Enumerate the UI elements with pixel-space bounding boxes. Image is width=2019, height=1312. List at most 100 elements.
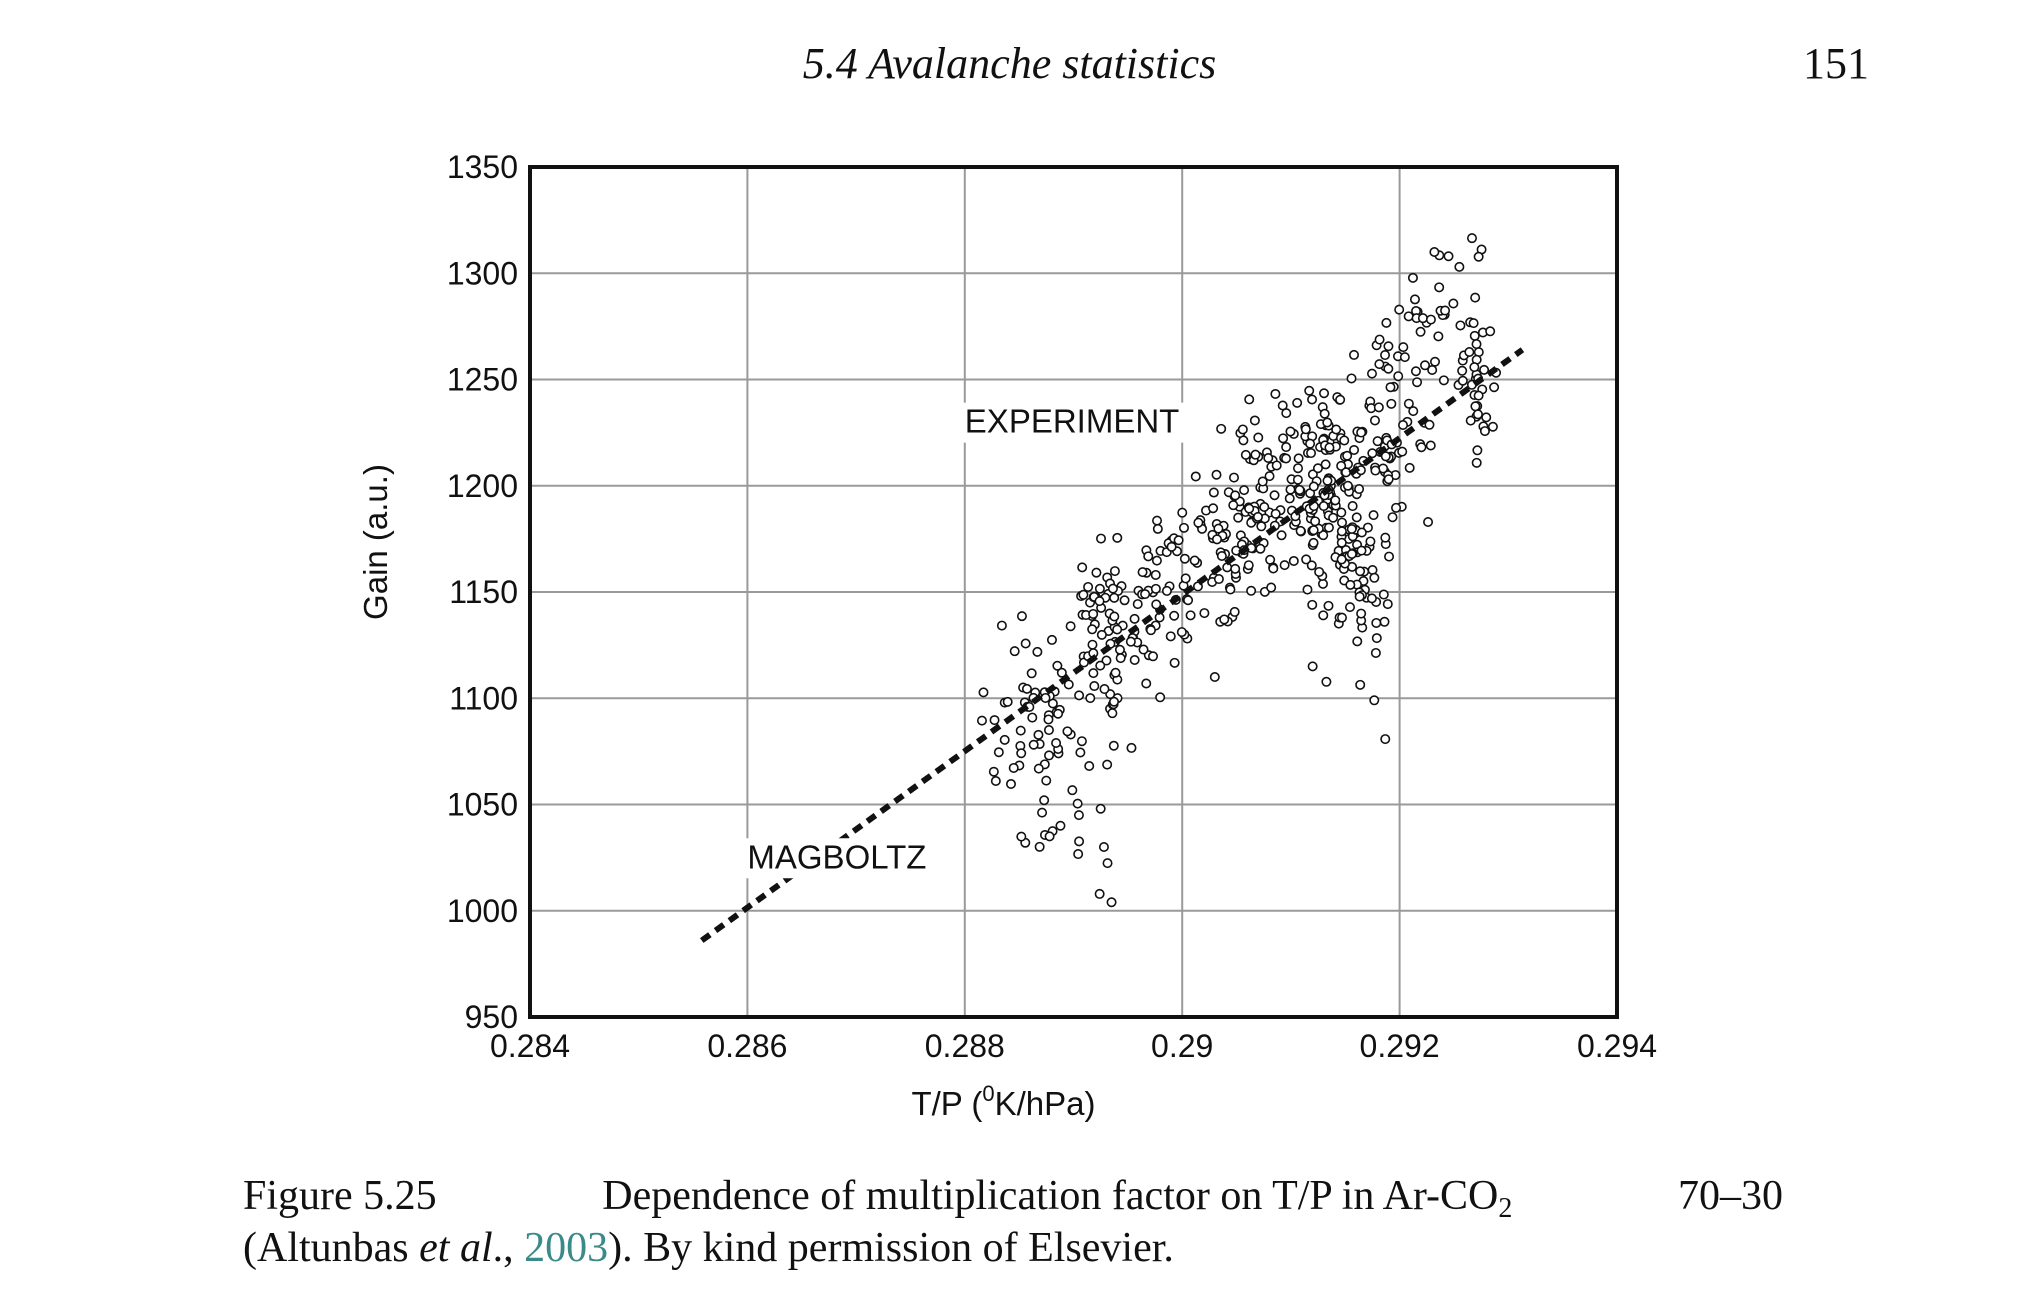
data-point	[1110, 667, 1121, 678]
data-point	[1132, 599, 1143, 610]
data-point	[1107, 583, 1118, 594]
data-point	[1062, 726, 1073, 737]
data-point	[1320, 459, 1331, 470]
data-point	[1415, 326, 1426, 337]
data-point	[1306, 448, 1317, 459]
citation-link[interactable]: 2003	[524, 1225, 609, 1271]
data-point	[1112, 532, 1123, 543]
data-point	[1300, 424, 1311, 435]
data-point	[1109, 566, 1120, 577]
magboltz-dashed-line	[699, 347, 1525, 943]
figure-5-25: 0.284 0.286 0.288 0.29 0.292 0.294 950 1000 105…	[360, 140, 1670, 1140]
x-tick-label: 0.288	[925, 1028, 1005, 1064]
data-point	[1109, 696, 1120, 707]
data-point	[1115, 653, 1126, 664]
data-point	[1345, 579, 1356, 590]
data-point	[1143, 551, 1154, 562]
data-point	[1284, 493, 1295, 504]
data-point	[1078, 589, 1089, 600]
data-point	[1067, 785, 1078, 796]
data-point	[1470, 292, 1481, 303]
data-point	[1387, 512, 1398, 523]
data-point	[1026, 668, 1037, 679]
data-point	[1098, 841, 1109, 852]
data-point	[1044, 750, 1055, 761]
data-point	[1464, 347, 1475, 358]
data-point	[1466, 233, 1477, 244]
data-point	[1237, 424, 1248, 435]
data-point	[1342, 480, 1353, 491]
data-point	[1307, 661, 1318, 672]
data-point	[1161, 585, 1172, 596]
data-point	[1430, 356, 1441, 367]
data-point	[1043, 714, 1054, 725]
data-point	[1039, 795, 1050, 806]
data-point	[1125, 636, 1136, 647]
data-point	[1366, 593, 1377, 604]
data-point	[1440, 305, 1451, 316]
data-point	[1403, 398, 1414, 409]
data-point	[1410, 366, 1421, 377]
data-point	[1318, 530, 1329, 541]
data-point	[1244, 503, 1255, 514]
data-point	[1276, 530, 1287, 541]
data-point	[1307, 599, 1318, 610]
data-point	[1349, 349, 1360, 360]
data-point	[1150, 569, 1161, 580]
data-point	[1040, 692, 1051, 703]
data-point	[1085, 693, 1096, 704]
data-point	[1112, 624, 1123, 635]
data-point	[1252, 511, 1263, 522]
data-point	[1295, 525, 1306, 536]
data-point	[1020, 638, 1031, 649]
data-point	[1065, 621, 1076, 632]
data-point	[1352, 636, 1363, 647]
y-tick-label: 1300	[447, 255, 518, 291]
data-point	[1380, 350, 1391, 361]
data-point	[1239, 485, 1250, 496]
data-point	[1374, 334, 1385, 345]
data-point	[1208, 503, 1219, 514]
data-point	[1151, 555, 1162, 566]
data-point	[1380, 532, 1391, 543]
data-point	[1094, 583, 1105, 594]
data-point	[1370, 647, 1381, 658]
data-point	[1096, 629, 1107, 640]
data-point	[1281, 408, 1292, 419]
data-point	[1433, 331, 1444, 342]
data-point	[1033, 729, 1044, 740]
x-axis-title: T/P (0K/hPa)	[911, 1081, 1095, 1122]
data-point	[1489, 382, 1500, 393]
data-point	[1369, 695, 1380, 706]
data-point	[1281, 442, 1292, 453]
data-point	[1244, 394, 1255, 405]
data-point	[1323, 522, 1334, 533]
data-point	[1180, 573, 1191, 584]
data-point	[1193, 517, 1204, 528]
grid-lines	[529, 166, 1618, 1018]
data-point	[1219, 614, 1230, 625]
data-point	[1268, 563, 1279, 574]
y-axis-title: Gain (a.u.)	[360, 464, 394, 620]
data-point	[1344, 602, 1355, 613]
data-point	[1417, 313, 1428, 324]
data-point	[1074, 690, 1085, 701]
x-tick-label: 0.284	[490, 1028, 570, 1064]
data-point	[1259, 502, 1270, 513]
data-point	[1365, 536, 1376, 547]
data-point	[1371, 633, 1382, 644]
data-point	[1199, 608, 1210, 619]
data-point	[1055, 820, 1066, 831]
data-point	[1305, 438, 1316, 449]
data-point	[1009, 646, 1020, 657]
data-point	[1032, 646, 1043, 657]
data-point	[1408, 406, 1419, 417]
data-point	[1385, 382, 1396, 393]
data-point	[1056, 667, 1067, 678]
data-point	[1073, 849, 1084, 860]
y-tick-label: 1150	[449, 574, 518, 610]
data-point	[1457, 375, 1468, 386]
data-point	[1454, 261, 1465, 272]
data-point	[1372, 436, 1383, 447]
data-point	[1099, 684, 1110, 695]
